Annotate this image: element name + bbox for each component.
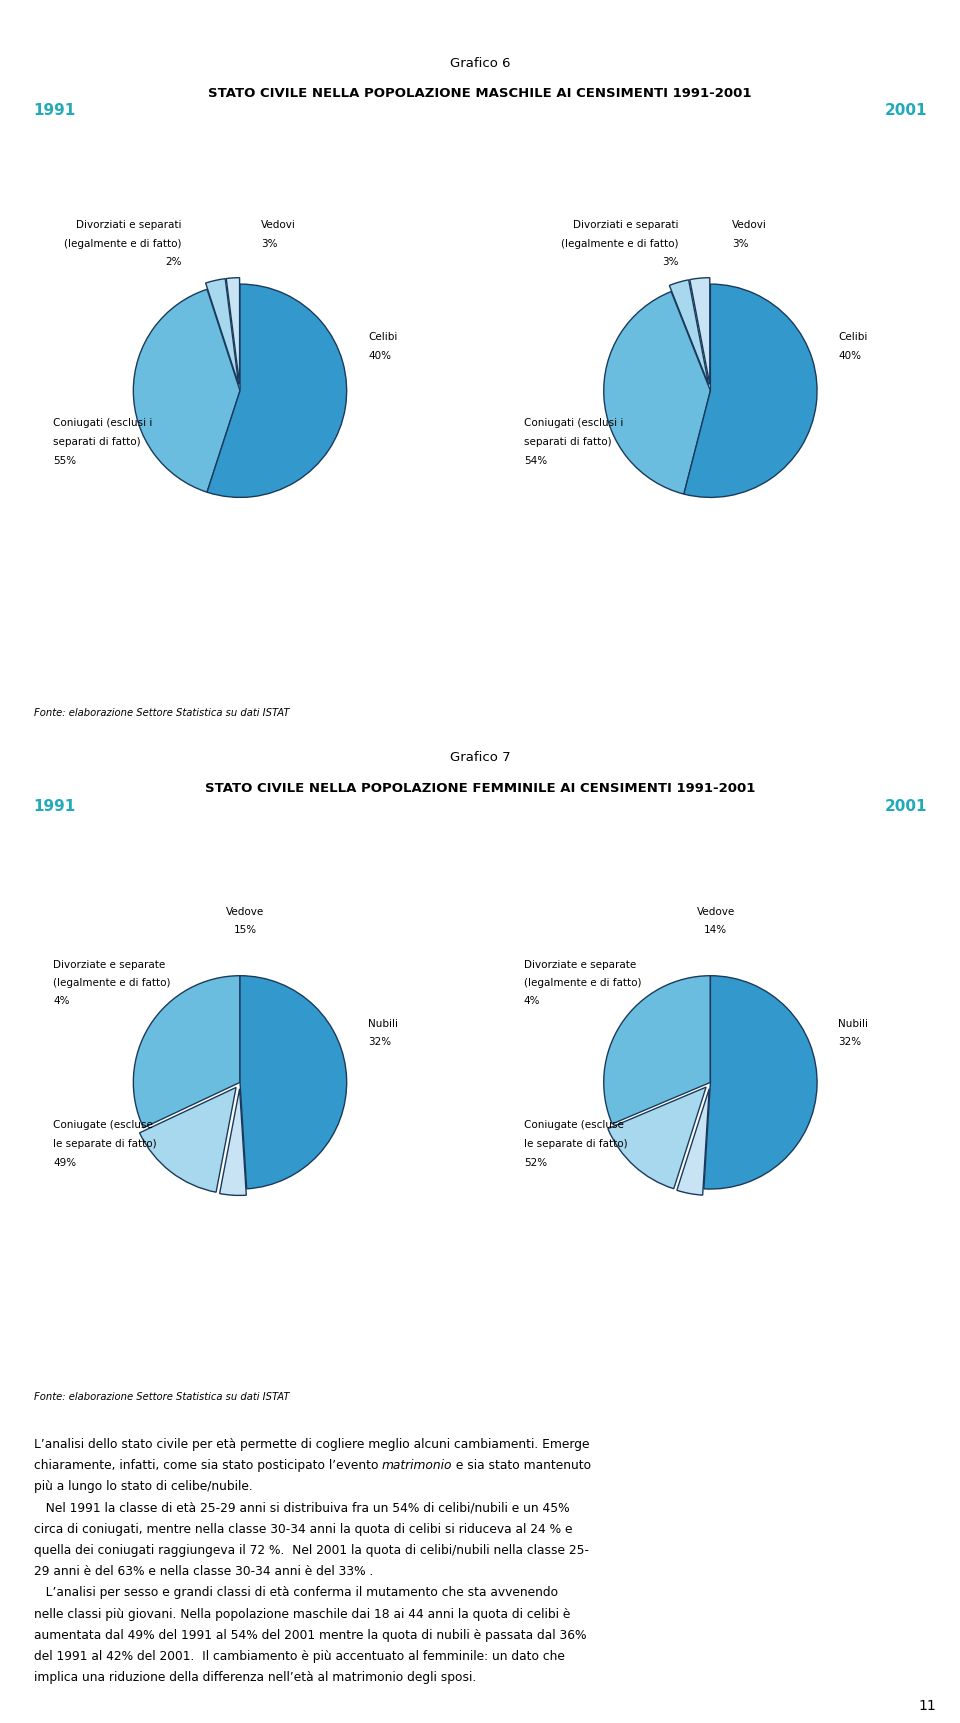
Text: le separate di fatto): le separate di fatto): [524, 1139, 627, 1149]
Text: Grafico 6: Grafico 6: [449, 57, 511, 71]
Text: Divorziate e separate: Divorziate e separate: [54, 960, 165, 970]
Text: STATO CIVILE NELLA POPOLAZIONE MASCHILE AI CENSIMENTI 1991-2001: STATO CIVILE NELLA POPOLAZIONE MASCHILE …: [208, 88, 752, 100]
Text: 52%: 52%: [524, 1158, 547, 1168]
Wedge shape: [205, 279, 239, 384]
Text: Grafico 7: Grafico 7: [449, 751, 511, 765]
Text: quella dei coniugati raggiungeva il 72 %.  Nel 2001 la quota di celibi/nubili ne: quella dei coniugati raggiungeva il 72 %…: [34, 1544, 588, 1558]
Text: 2%: 2%: [165, 257, 181, 267]
Text: 14%: 14%: [705, 925, 728, 936]
Text: 2001: 2001: [884, 799, 927, 813]
Wedge shape: [133, 975, 240, 1129]
Text: 3%: 3%: [732, 238, 748, 248]
Wedge shape: [684, 284, 817, 498]
Wedge shape: [704, 975, 817, 1189]
Text: (legalmente e di fatto): (legalmente e di fatto): [63, 238, 181, 248]
Text: 49%: 49%: [54, 1158, 77, 1168]
Wedge shape: [677, 1089, 709, 1196]
Text: 11: 11: [919, 1699, 936, 1713]
Text: 40%: 40%: [838, 350, 861, 360]
Wedge shape: [690, 277, 709, 384]
Text: 3%: 3%: [661, 257, 679, 267]
Text: 15%: 15%: [234, 925, 257, 936]
Text: chiaramente, infatti, come sia stato posticipato l’evento: chiaramente, infatti, come sia stato pos…: [34, 1459, 382, 1471]
Text: del 1991 al 42% del 2001.  Il cambiamento è più accentuato al femminile: un dato: del 1991 al 42% del 2001. Il cambiamento…: [34, 1651, 564, 1663]
Text: 32%: 32%: [838, 1037, 861, 1048]
Text: Nel 1991 la classe di età 25-29 anni si distribuiva fra un 54% di celibi/nubili : Nel 1991 la classe di età 25-29 anni si …: [34, 1501, 569, 1515]
Wedge shape: [207, 284, 347, 498]
Wedge shape: [604, 975, 710, 1123]
Text: Coniugate (escluse: Coniugate (escluse: [524, 1120, 624, 1130]
Text: Fonte: elaborazione Settore Statistica su dati ISTAT: Fonte: elaborazione Settore Statistica s…: [34, 708, 289, 718]
Text: Coniugate (escluse: Coniugate (escluse: [54, 1120, 154, 1130]
Text: Fonte: elaborazione Settore Statistica su dati ISTAT: Fonte: elaborazione Settore Statistica s…: [34, 1392, 289, 1403]
Text: Vedove: Vedove: [227, 906, 264, 917]
Text: 3%: 3%: [261, 238, 277, 248]
Text: nelle classi più giovani. Nella popolazione maschile dai 18 ai 44 anni la quota : nelle classi più giovani. Nella popolazi…: [34, 1608, 570, 1621]
Text: Vedove: Vedove: [697, 906, 734, 917]
Text: implica una riduzione della differenza nell’età al matrimonio degli sposi.: implica una riduzione della differenza n…: [34, 1671, 476, 1685]
Text: circa di coniugati, mentre nella classe 30-34 anni la quota di celibi si riducev: circa di coniugati, mentre nella classe …: [34, 1523, 572, 1535]
Text: 4%: 4%: [524, 996, 540, 1006]
Wedge shape: [133, 289, 240, 493]
Text: Vedovi: Vedovi: [732, 221, 767, 231]
Text: (legalmente e di fatto): (legalmente e di fatto): [561, 238, 679, 248]
Text: Nubili: Nubili: [368, 1018, 398, 1029]
Text: 29 anni è del 63% e nella classe 30-34 anni è del 33% .: 29 anni è del 63% e nella classe 30-34 a…: [34, 1564, 373, 1578]
Text: più a lungo lo stato di celibe/nubile.: più a lungo lo stato di celibe/nubile.: [34, 1480, 252, 1494]
Text: L’analisi dello stato civile per età permette di cogliere meglio alcuni cambiame: L’analisi dello stato civile per età per…: [34, 1437, 589, 1451]
Text: Coniugati (esclusi i: Coniugati (esclusi i: [54, 417, 153, 427]
Wedge shape: [608, 1087, 707, 1189]
Text: e sia stato mantenuto: e sia stato mantenuto: [452, 1459, 591, 1471]
Text: 40%: 40%: [368, 350, 391, 360]
Wedge shape: [240, 975, 347, 1189]
Text: Nubili: Nubili: [838, 1018, 869, 1029]
Text: aumentata dal 49% del 1991 al 54% del 2001 mentre la quota di nubili è passata d: aumentata dal 49% del 1991 al 54% del 20…: [34, 1628, 587, 1642]
Text: Coniugati (esclusi i: Coniugati (esclusi i: [524, 417, 623, 427]
Text: 54%: 54%: [524, 457, 547, 467]
Text: le separate di fatto): le separate di fatto): [54, 1139, 156, 1149]
Text: Celibi: Celibi: [368, 333, 397, 343]
Text: Celibi: Celibi: [838, 333, 868, 343]
Wedge shape: [220, 1089, 247, 1196]
Wedge shape: [227, 277, 240, 384]
Text: 1991: 1991: [33, 799, 76, 813]
Text: 4%: 4%: [54, 996, 70, 1006]
Text: separati di fatto): separati di fatto): [524, 438, 612, 446]
Text: 1991: 1991: [33, 103, 76, 117]
Text: STATO CIVILE NELLA POPOLAZIONE FEMMINILE AI CENSIMENTI 1991-2001: STATO CIVILE NELLA POPOLAZIONE FEMMINILE…: [204, 782, 756, 794]
Text: Vedovi: Vedovi: [261, 221, 297, 231]
Text: 2001: 2001: [884, 103, 927, 117]
Text: L’analisi per sesso e grandi classi di età conferma il mutamento che sta avvenen: L’analisi per sesso e grandi classi di e…: [34, 1587, 558, 1599]
Wedge shape: [604, 291, 710, 495]
Text: (legalmente e di fatto): (legalmente e di fatto): [54, 979, 171, 989]
Text: (legalmente e di fatto): (legalmente e di fatto): [524, 979, 641, 989]
Text: Divorziati e separati: Divorziati e separati: [573, 221, 679, 231]
Wedge shape: [139, 1087, 236, 1192]
Text: Divorziate e separate: Divorziate e separate: [524, 960, 636, 970]
Text: matrimonio: matrimonio: [382, 1459, 452, 1471]
Text: 55%: 55%: [54, 457, 77, 467]
Text: separati di fatto): separati di fatto): [54, 438, 141, 446]
Text: Divorziati e separati: Divorziati e separati: [76, 221, 181, 231]
Text: 32%: 32%: [368, 1037, 391, 1048]
Wedge shape: [669, 279, 708, 384]
